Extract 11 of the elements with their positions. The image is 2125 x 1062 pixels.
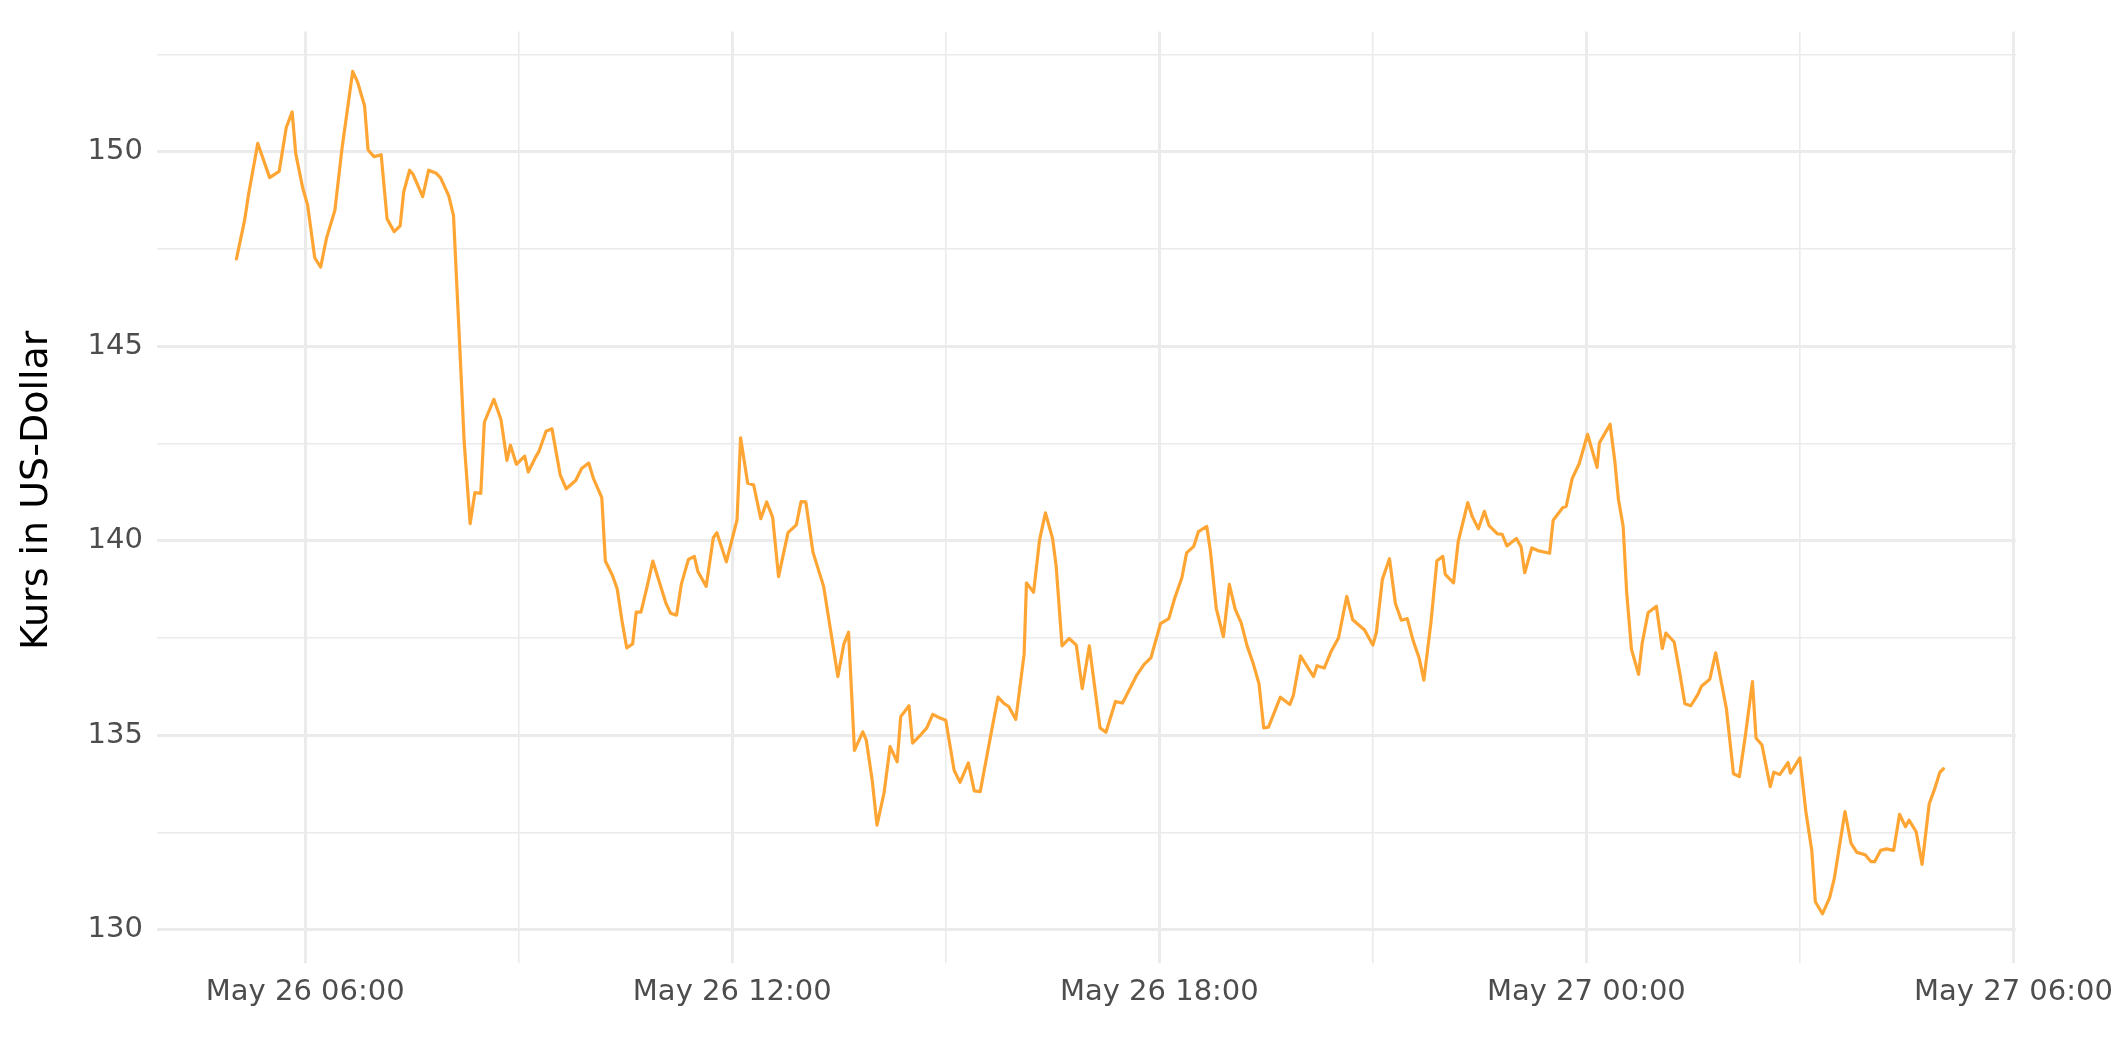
y-tick-label: 150 (87, 132, 143, 167)
x-tick-label: May 27 06:00 (1914, 973, 2113, 1008)
x-tick-label: May 26 18:00 (1059, 973, 1259, 1008)
x-tick-label: May 26 12:00 (632, 973, 832, 1008)
x-tick-label: May 26 06:00 (205, 973, 405, 1008)
y-tick-label: 130 (87, 910, 143, 945)
y-tick-label: 145 (87, 326, 143, 361)
y-axis-title: Kurs in US-Dollar (11, 330, 56, 651)
y-tick-label: 140 (87, 521, 143, 556)
y-tick-label: 135 (87, 715, 143, 750)
x-tick-label: May 27 00:00 (1486, 973, 1686, 1008)
